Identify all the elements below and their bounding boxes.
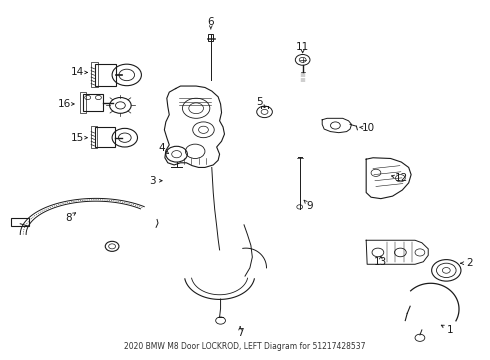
Text: 10: 10	[362, 123, 375, 133]
Bar	[95, 127, 115, 147]
Bar	[11, 218, 28, 226]
Text: 5: 5	[256, 97, 263, 107]
Text: 9: 9	[306, 201, 313, 211]
Text: 15: 15	[71, 133, 84, 143]
Text: 8: 8	[65, 213, 72, 222]
Bar	[95, 64, 117, 86]
Text: 6: 6	[207, 17, 214, 27]
Text: 14: 14	[71, 67, 84, 77]
Bar	[91, 62, 98, 87]
Text: 12: 12	[395, 173, 408, 183]
Bar	[80, 92, 86, 113]
Text: 3: 3	[149, 176, 155, 186]
Text: 16: 16	[58, 99, 71, 109]
Text: 11: 11	[296, 42, 309, 52]
Text: 7: 7	[237, 328, 244, 338]
Bar	[83, 94, 103, 111]
Bar	[208, 35, 213, 41]
Text: 1: 1	[447, 325, 454, 335]
Bar	[91, 126, 97, 148]
Text: 13: 13	[374, 257, 388, 267]
Text: 2020 BMW M8 Door LOCKROD, LEFT Diagram for 51217428537: 2020 BMW M8 Door LOCKROD, LEFT Diagram f…	[124, 342, 366, 351]
Text: 4: 4	[159, 143, 165, 153]
Text: 2: 2	[466, 258, 473, 268]
